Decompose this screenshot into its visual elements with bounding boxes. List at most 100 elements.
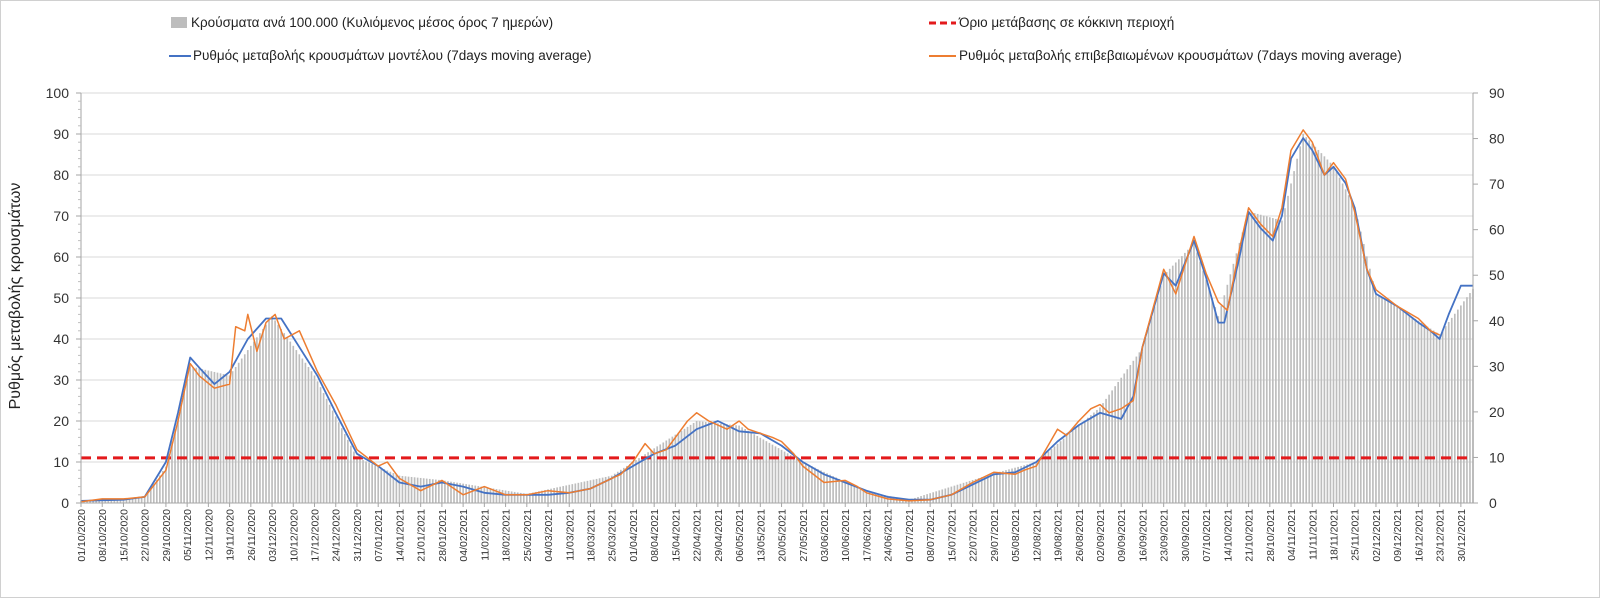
bar <box>768 442 771 503</box>
bar <box>1187 249 1189 503</box>
bar <box>1320 153 1323 503</box>
x-tick-label: 08/07/2021 <box>925 509 937 562</box>
legend: Κρούσματα ανά 100.000 (Κυλιόμενος μέσος … <box>169 15 1402 63</box>
bar <box>747 430 750 503</box>
bar <box>744 429 746 503</box>
bar <box>525 493 528 503</box>
bar <box>1323 156 1326 504</box>
bar <box>856 487 859 503</box>
bar <box>877 493 880 503</box>
bar <box>626 465 628 503</box>
bar <box>1381 297 1383 503</box>
bar <box>1384 299 1386 503</box>
bar <box>1244 221 1247 503</box>
bar <box>1211 298 1214 503</box>
bar <box>434 479 437 503</box>
bar <box>1229 274 1232 503</box>
x-tick-label: 14/10/2021 <box>1222 509 1234 562</box>
bar <box>1171 265 1174 503</box>
bar <box>604 476 607 503</box>
bar <box>155 479 158 503</box>
bar <box>1457 309 1459 503</box>
bar <box>619 469 622 503</box>
bar <box>219 373 222 503</box>
x-tick-label: 05/08/2021 <box>1010 509 1022 562</box>
bar <box>883 495 886 503</box>
bar <box>1202 270 1204 503</box>
bar <box>535 491 537 503</box>
bar <box>841 480 844 503</box>
bar <box>1050 448 1053 503</box>
bar <box>689 424 692 503</box>
x-tick-label: 16/09/2021 <box>1137 509 1149 562</box>
bar <box>107 499 110 503</box>
gridlines <box>81 92 1473 463</box>
bar <box>798 460 801 503</box>
bar <box>152 484 155 503</box>
bar <box>665 440 668 503</box>
bar <box>1338 177 1341 503</box>
line-series <box>80 129 1473 503</box>
bar <box>965 481 968 503</box>
x-tick-label: 10/06/2021 <box>840 509 852 562</box>
x-tick-label: 04/11/2021 <box>1286 509 1298 561</box>
x-tick-label: 18/03/2021 <box>586 509 598 562</box>
legend-swatch-bars <box>171 17 187 28</box>
bar <box>453 482 455 503</box>
bar <box>1256 213 1259 503</box>
bar <box>1174 262 1177 503</box>
bar <box>1393 305 1395 503</box>
bar <box>413 477 416 503</box>
bar <box>222 374 225 503</box>
x-tick-label: 08/10/2020 <box>97 509 109 562</box>
bar <box>380 467 383 503</box>
bar <box>516 492 519 503</box>
bar <box>832 476 834 503</box>
bar <box>1329 162 1332 503</box>
bar <box>189 366 192 503</box>
bar <box>638 458 640 503</box>
x-tick-label: 11/11/2021 <box>1307 509 1319 560</box>
bar <box>240 358 243 503</box>
bar <box>368 462 370 503</box>
x-axis-ticks: 01/10/2020 08/10/2020 15/10/2020 22/10/2020… <box>76 503 1468 562</box>
bar <box>538 491 540 503</box>
bar <box>168 454 170 503</box>
bar <box>513 491 516 503</box>
bar <box>1399 309 1402 503</box>
x-tick-label: 17/12/2020 <box>310 509 322 562</box>
bar <box>616 471 619 503</box>
bar <box>683 428 686 503</box>
bar <box>641 456 643 503</box>
bar <box>292 345 295 503</box>
y-axis-title: Ρυθμός μεταβολής κρουσμάτων <box>7 183 24 410</box>
bar <box>1032 462 1035 503</box>
bar <box>486 487 489 503</box>
bar <box>613 473 616 503</box>
bar <box>1087 417 1089 503</box>
series-line-confirmed <box>80 129 1440 503</box>
y-tick-label: 50 <box>53 290 69 306</box>
bar <box>1366 256 1368 503</box>
x-tick-label: 11/02/2021 <box>479 509 491 561</box>
bar <box>1117 381 1120 503</box>
bar <box>377 466 380 503</box>
bar <box>1226 284 1229 503</box>
bar <box>186 378 188 503</box>
bar <box>201 369 204 503</box>
bar <box>577 482 580 503</box>
bar <box>374 465 377 503</box>
bar <box>1359 231 1362 503</box>
x-tick-label: 26/08/2021 <box>1074 509 1086 562</box>
bar <box>119 498 122 503</box>
bar <box>1435 332 1438 503</box>
bar <box>835 477 837 503</box>
bar <box>1347 195 1350 503</box>
bar <box>143 497 146 503</box>
bar <box>1132 360 1135 503</box>
legend-label-threshold: Όριο μετάβασης σε κόκκινη περιοχή <box>958 15 1174 30</box>
bar <box>1317 149 1320 503</box>
bar <box>1259 214 1262 503</box>
x-tick-label: 24/06/2021 <box>883 509 895 562</box>
